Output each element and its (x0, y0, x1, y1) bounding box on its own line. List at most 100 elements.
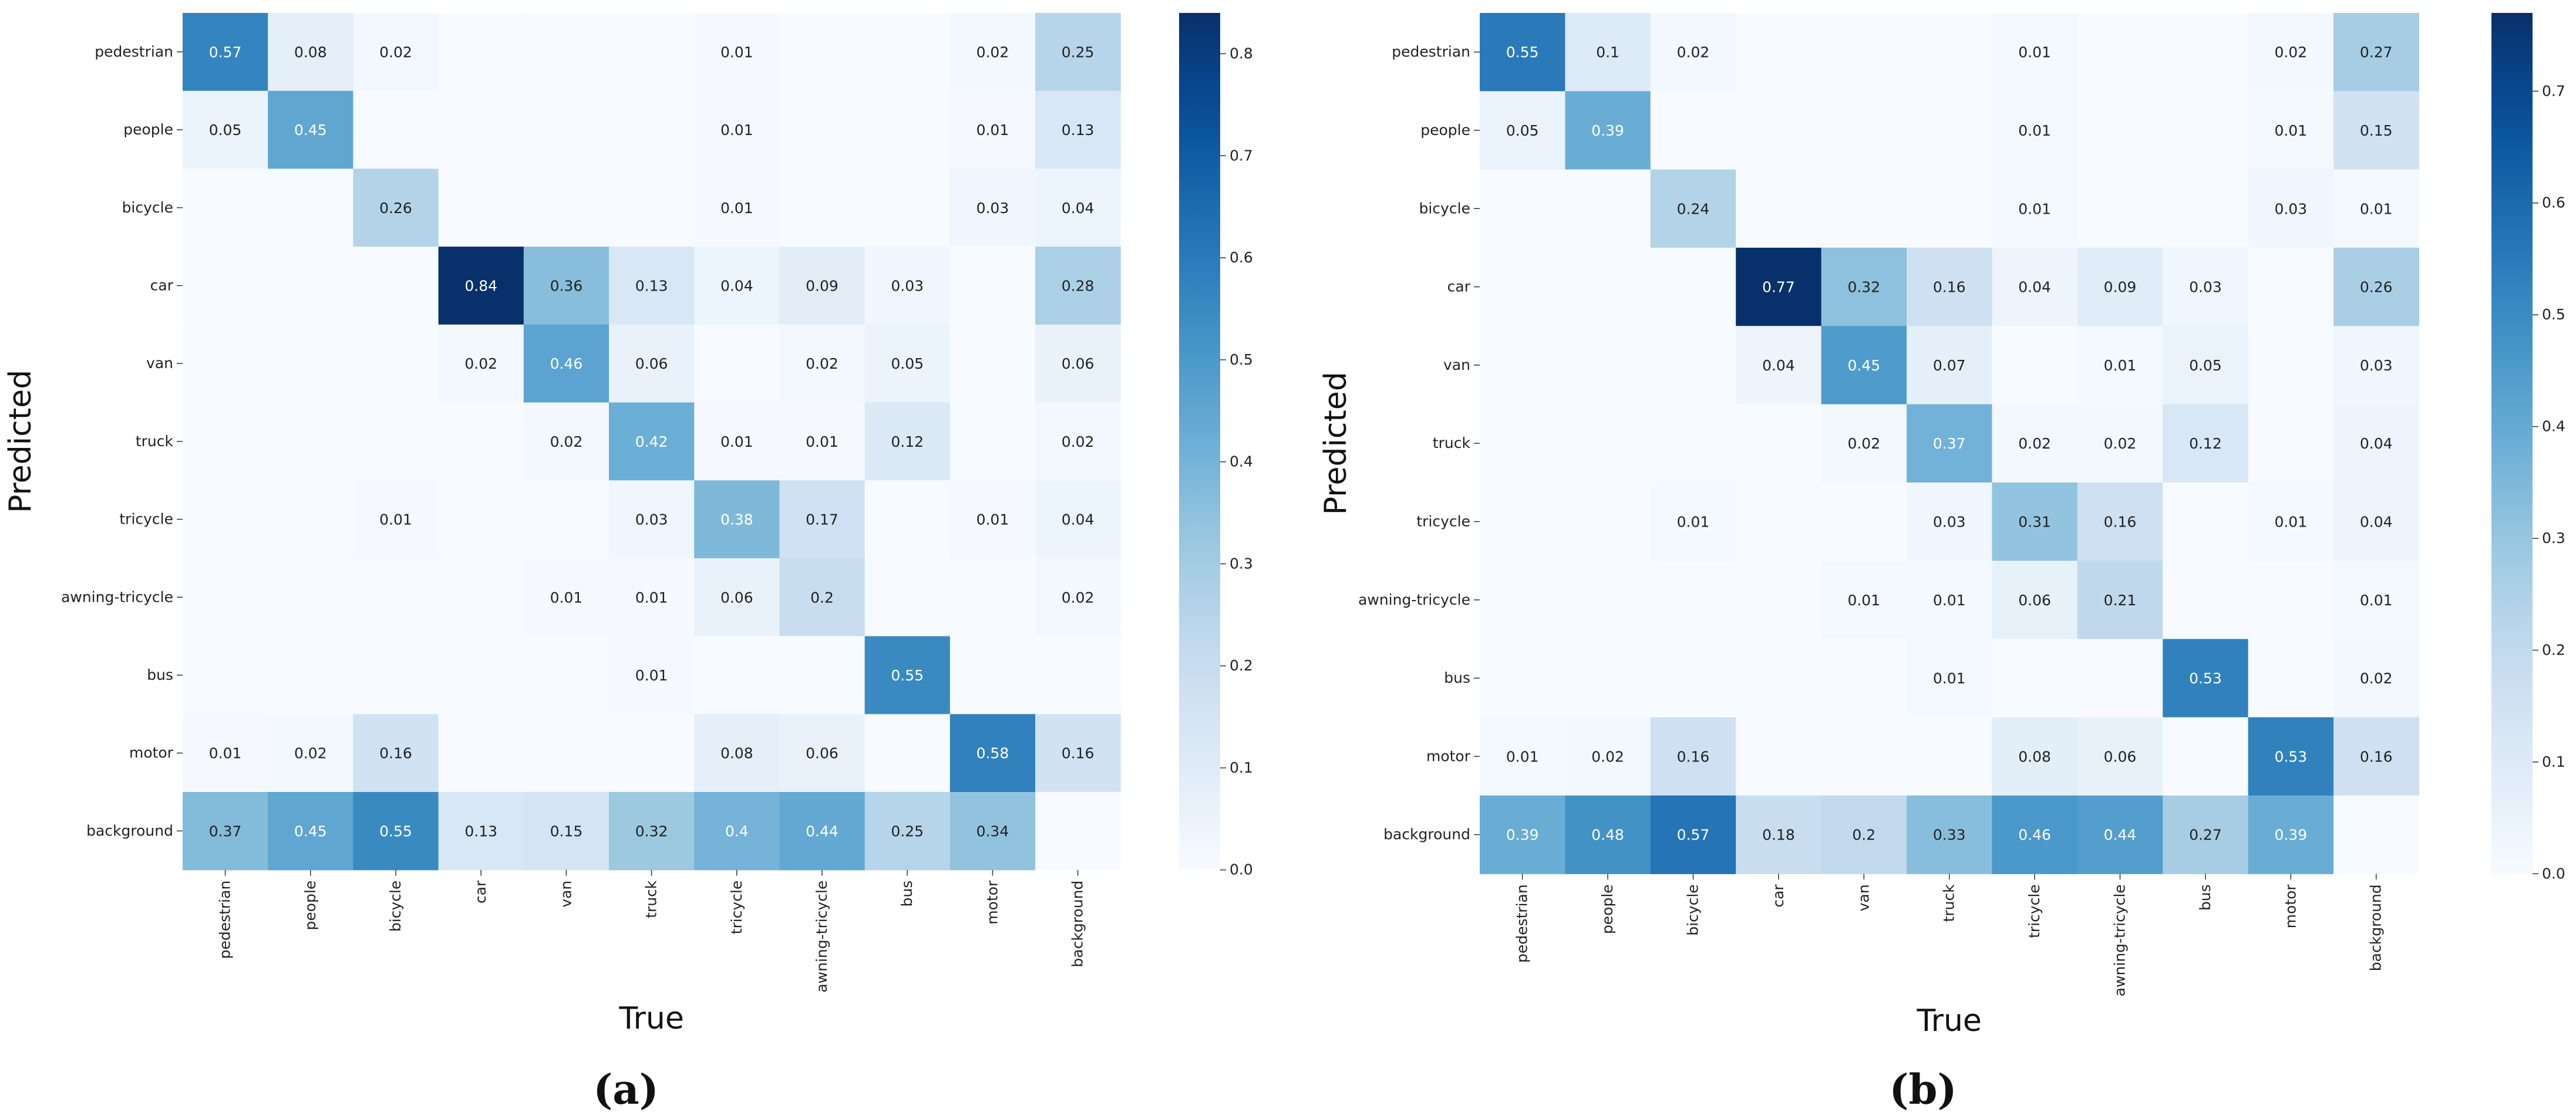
cell-value-label: 0.05 (209, 122, 242, 139)
heatmap-cell-pedestrian-pedestrian (1480, 13, 1565, 92)
heatmap-cell-motor-tricycle (1992, 717, 2078, 796)
heatmap-cell-tricycle-van (523, 480, 610, 559)
cell-value-label: 0.01 (2104, 357, 2137, 374)
heatmap-cell-car-bus (864, 247, 951, 325)
cell-value-label: 0.39 (2274, 827, 2307, 844)
heatmap-cell-people-van (523, 90, 610, 169)
heatmap-cell-bus-bicycle (1650, 639, 1736, 718)
heatmap-cell-van-van (523, 324, 610, 403)
heatmap-cell-bicycle-people (268, 168, 353, 247)
cell-value-label: 0.25 (891, 823, 924, 840)
cell-value-label: 0.16 (2360, 748, 2393, 765)
heatmap-cell-car-motor (949, 247, 1036, 325)
heatmap-cell-people-awning-tricycle (2077, 91, 2163, 170)
colorbar-tick-label: 0.5 (2542, 306, 2565, 323)
heatmap-cell-background-bicycle (1650, 796, 1736, 874)
cell-value-label: 0.34 (976, 823, 1009, 840)
heatmap-cell-background-pedestrian (183, 792, 268, 871)
heatmap-cell-bicycle-motor (2248, 169, 2334, 248)
heatmap-cell-pedestrian-awning-tricycle (779, 13, 866, 92)
heatmap-cells: 0.57 0.08 0.02 0.01 0.02 0.25 0.05 0.45 0.01 0.01… (183, 13, 1121, 871)
cell-value-label: 0.24 (1677, 200, 1710, 217)
cell-value-label: 0.01 (1933, 670, 1966, 687)
y-tick-label-awning-tricycle: awning-tricycle (1358, 591, 1470, 608)
heatmap-cell-bicycle-background (2333, 169, 2419, 248)
heatmap-cell-tricycle-people (268, 480, 353, 559)
cell-value-label: 0.2 (810, 589, 834, 606)
colorbar-tick-label: 0.3 (1230, 555, 1253, 572)
heatmap-cell-awning-tricycle-awning-tricycle (2077, 561, 2163, 639)
cell-value-label: 0.01 (379, 511, 412, 528)
heatmap-cell-awning-tricycle-truck (1907, 561, 1992, 639)
heatmap-cell-bus-truck (1907, 639, 1992, 718)
heatmap-cell-car-tricycle (694, 247, 780, 325)
colorbar-tick-label: 0.2 (2542, 641, 2565, 658)
heatmap-cell-van-background (2333, 326, 2419, 405)
heatmap-cell-awning-tricycle-background (2333, 561, 2419, 639)
cell-value-label: 0.18 (1762, 827, 1795, 844)
heatmap-cell-background-pedestrian (1480, 796, 1565, 874)
cell-value-label: 0.02 (1847, 435, 1880, 452)
heatmap-cell-motor-bus (864, 714, 951, 793)
heatmap-cell-bus-car (1736, 639, 1822, 718)
heatmap-cell-bus-people (1565, 639, 1651, 718)
heatmap-cell-car-car (1736, 247, 1822, 326)
cell-value-label: 0.25 (1062, 43, 1095, 60)
heatmap-cell-bus-tricycle (1992, 639, 2078, 718)
cell-value-label: 0.13 (464, 823, 497, 840)
heatmap-cell-motor-bicycle (1650, 717, 1736, 796)
cell-value-label: 0.39 (1591, 122, 1624, 139)
heatmap-cell-bus-bus (2163, 639, 2249, 718)
heatmap-cell-people-bicycle (353, 90, 439, 169)
y-tick-label-car: car (150, 277, 174, 294)
cell-value-label: 0.84 (464, 277, 497, 294)
heatmap-cell-bicycle-motor (949, 168, 1036, 247)
heatmap-cell-awning-tricycle-people (1565, 561, 1651, 639)
cell-value-label: 0.12 (2189, 435, 2222, 452)
cell-value-label: 0.02 (2104, 435, 2137, 452)
heatmap-cell-people-pedestrian (1480, 91, 1565, 170)
heatmap-cell-bus-motor (949, 636, 1036, 714)
x-axis-title: True (1916, 1003, 1981, 1039)
x-tick-label-car: car (1770, 884, 1787, 908)
heatmap-cell-pedestrian-car (438, 13, 524, 92)
x-tick-label-truck: truck (1941, 884, 1958, 922)
cell-value-label: 0.02 (976, 43, 1009, 60)
cell-value-label: 0.02 (379, 43, 412, 60)
cell-value-label: 0.45 (1847, 357, 1880, 374)
heatmap-cell-bus-people (268, 636, 353, 714)
heatmap-cell-people-truck (1907, 91, 1992, 170)
heatmap-cell-truck-background (2333, 404, 2419, 483)
heatmap-cell-bicycle-truck (609, 168, 695, 247)
heatmap-cell-bus-bus (864, 636, 951, 714)
cell-value-label: 0.03 (2274, 200, 2307, 217)
heatmap-cell-people-background (2333, 91, 2419, 170)
cell-value-label: 0.46 (2018, 827, 2051, 844)
cell-value-label: 0.53 (2274, 748, 2307, 765)
cell-value-label: 0.02 (1591, 748, 1624, 765)
cell-value-label: 0.15 (2360, 122, 2393, 139)
heatmap-cell-background-awning-tricycle (2077, 796, 2163, 874)
heatmap-cell-bicycle-car (1736, 169, 1822, 248)
heatmap-cell-bicycle-bicycle (1650, 169, 1736, 248)
cell-value-label: 0.02 (2274, 44, 2307, 61)
cell-value-label: 0.55 (1506, 44, 1539, 61)
heatmap-cell-bus-truck (609, 636, 695, 714)
heatmap-cell-car-bus (2163, 247, 2249, 326)
heatmap-cell-van-pedestrian (1480, 326, 1565, 405)
cell-value-label: 0.04 (1762, 357, 1795, 374)
heatmap-cell-van-bicycle (353, 324, 439, 403)
heatmap-cell-car-pedestrian (183, 247, 268, 325)
y-tick-label-van: van (146, 355, 173, 372)
heatmap-cell-pedestrian-pedestrian (183, 13, 268, 92)
cell-value-label: 0.26 (379, 200, 412, 217)
cell-value-label: 0.01 (1506, 748, 1539, 765)
heatmap-cell-motor-tricycle (694, 714, 780, 793)
y-tick-label-awning-tricycle: awning-tricycle (61, 588, 173, 605)
heatmap-cell-truck-people (268, 402, 353, 481)
heatmap-cell-background-tricycle (1992, 796, 2078, 874)
heatmap-cell-pedestrian-motor (2248, 13, 2334, 92)
heatmap-cell-background-tricycle (694, 792, 780, 871)
cell-value-label: 0.01 (720, 433, 753, 450)
